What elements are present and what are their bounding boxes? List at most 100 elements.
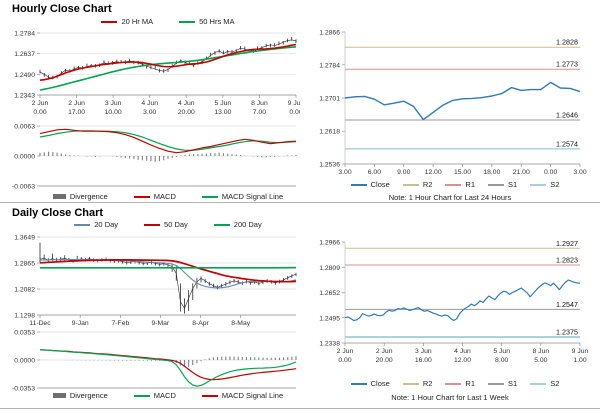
x-tick-label-time: 16.00 — [415, 357, 432, 364]
y-tick-label: -0.0353 — [12, 386, 35, 393]
line-swatch-icon — [74, 223, 91, 226]
y-tick-label: 1.2652 — [319, 290, 340, 297]
x-tick-label-time: 20.00 — [376, 357, 393, 364]
r1-value-label: 1.2823 — [556, 255, 578, 264]
x-tick-label: 9.00 — [397, 169, 410, 176]
x-tick-label-time: 0.00 — [338, 357, 351, 364]
x-tick-label: 6.00 — [368, 169, 381, 176]
legend-item: S2 — [530, 379, 559, 388]
x-tick-label: 9 Jun — [572, 348, 589, 355]
legend-label: MACD — [153, 391, 176, 400]
x-tick-label: 8-May — [231, 320, 250, 327]
bottom-divider — [0, 408, 600, 409]
x-tick-label: 8 Jun — [251, 100, 268, 107]
divergence-swatch-icon — [52, 194, 66, 199]
x-tick-label-time: 0.00 — [33, 109, 46, 116]
line-swatch-icon — [402, 183, 419, 186]
daily-section-title: Daily Close Chart — [12, 207, 104, 219]
x-tick-label-time: 10.00 — [105, 109, 122, 116]
y-tick-label: 1.3649 — [14, 235, 35, 242]
y-tick-label: 1.2866 — [319, 30, 340, 37]
legend-label: 200 Day — [233, 220, 262, 229]
s2-value-label: 1.2375 — [556, 328, 578, 337]
y-tick-label: 0.0000 — [14, 154, 35, 161]
y-tick-label: 1.2495 — [319, 315, 340, 322]
y-tick-label: 1.1298 — [14, 313, 35, 320]
legend-label: R1 — [465, 180, 475, 189]
legend-item: S1 — [488, 379, 517, 388]
y-tick-label: 0.0000 — [14, 358, 35, 365]
x-tick-label: 9 Jun — [288, 100, 300, 107]
legend-item: 50 Hrs MA — [179, 17, 235, 26]
legend-label: S1 — [508, 180, 518, 189]
legend-item: 50 Day — [144, 220, 188, 229]
hourly-close-candles — [39, 39, 297, 79]
x-tick-label: 4 Jun — [141, 100, 158, 107]
macd-signal-line — [39, 349, 297, 381]
y-tick-label: -0.0063 — [12, 184, 35, 191]
x-tick-label: 9-Mar — [151, 320, 169, 327]
x-tick-label: 2 Jun — [32, 100, 49, 107]
line-swatch-icon — [201, 394, 218, 397]
y-tick-label: 1.2701 — [319, 96, 340, 103]
line-swatch-icon — [133, 195, 150, 198]
legend-label: Divergence — [69, 391, 108, 400]
hourly-price-legend: 20 Hr MA 50 Hrs MA — [40, 17, 296, 26]
pivot-week-note: Note: 1 Hour Chart for Last 1 Week — [391, 393, 509, 402]
y-tick-label: 1.2338 — [319, 341, 340, 348]
x-tick-label: 9-Jan — [72, 320, 89, 327]
line-swatch-icon — [488, 183, 504, 186]
line-swatch-icon — [179, 20, 196, 23]
x-tick-label-time: 13.00 — [214, 109, 231, 116]
x-tick-label-time: 8.00 — [495, 357, 508, 364]
legend-label: 20 Hr MA — [121, 17, 154, 26]
x-tick-label: 2 Jun — [68, 100, 85, 107]
x-tick-label-time: 0.00 — [289, 109, 300, 116]
line-swatch-icon — [402, 382, 419, 385]
y-tick-label: 1.2784 — [319, 62, 340, 69]
y-tick-label: 0.0353 — [14, 330, 35, 337]
x-tick-label: 3 Jun — [415, 348, 432, 355]
legend-item: Close — [350, 379, 390, 388]
legend-item: Divergence — [52, 391, 108, 400]
ma-50day — [39, 259, 297, 283]
legend-label: MACD — [153, 192, 176, 201]
line-swatch-icon — [488, 382, 504, 385]
divergence-swatch-icon — [52, 393, 66, 398]
legend-label: Close — [370, 180, 390, 189]
pivot-24h-note: Note: 1 Hour Chart for Last 24 Hours — [388, 193, 512, 202]
line-swatch-icon — [201, 195, 218, 198]
y-tick-label: 1.2082 — [14, 286, 35, 293]
legend-label: R2 — [422, 180, 433, 189]
x-tick-label: 4 Jun — [454, 348, 471, 355]
legend-label: MACD Signal Line — [221, 391, 284, 400]
pivot-week-legend: Close R2 R1 S1 S2 — [320, 379, 590, 388]
x-tick-label: 11-Dec — [29, 320, 51, 327]
close-line — [344, 81, 581, 121]
legend-item: MACD Signal Line — [201, 192, 283, 201]
legend-item: R2 — [402, 379, 432, 388]
x-tick-label-time: 17.00 — [68, 109, 85, 116]
x-tick-label: 3.00 — [573, 169, 586, 176]
line-swatch-icon — [133, 394, 150, 397]
legend-item: R2 — [402, 180, 433, 189]
hourly-macd-chart: 0.0063 0.0000 -0.0063 — [12, 124, 297, 191]
r2-value-label: 1.2828 — [556, 38, 578, 47]
daily-price-legend: 20 Day 50 Day 200 Day — [40, 220, 296, 229]
x-tick-label: 0.00 — [544, 169, 557, 176]
daily-macd-legend: Divergence MACD MACD Signal Line — [40, 391, 296, 400]
ma-50hr — [39, 46, 297, 91]
close-line — [344, 279, 581, 322]
line-swatch-icon — [101, 20, 118, 23]
x-tick-label-time: 3.00 — [143, 109, 156, 116]
x-tick-label: 12.00 — [425, 169, 442, 176]
macd-line — [39, 128, 297, 154]
legend-item: R1 — [445, 180, 475, 189]
hourly-macd-legend: Divergence MACD MACD Signal Line — [40, 192, 296, 201]
legend-label: S2 — [550, 180, 560, 189]
macd-line — [39, 349, 297, 387]
line-swatch-icon — [213, 223, 230, 226]
